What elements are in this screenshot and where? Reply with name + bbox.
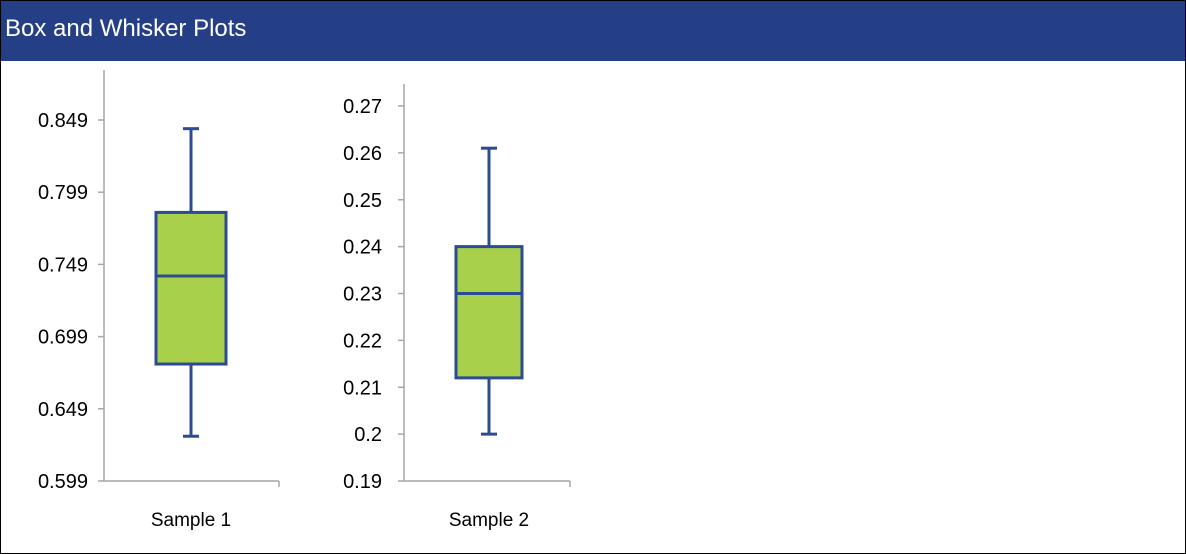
- y-tick-label: 0.27: [343, 96, 382, 118]
- y-tick-label: 0.25: [343, 190, 382, 212]
- y-tick-label: 0.699: [38, 327, 88, 349]
- y-tick-label: 0.23: [343, 284, 382, 306]
- y-tick-label: 0.22: [343, 330, 382, 352]
- header-bar: Box and Whisker Plots: [1, 1, 1185, 61]
- y-tick-label: 0.24: [343, 237, 382, 259]
- y-tick-label: 0.2: [354, 424, 382, 446]
- box-iqr: [454, 245, 524, 380]
- category-label: Sample 2: [449, 510, 529, 531]
- y-tick-label: 0.799: [38, 182, 88, 204]
- box-iqr: [154, 210, 228, 366]
- y-tick-label: 0.849: [38, 110, 88, 132]
- category-label: Sample 1: [151, 510, 231, 531]
- y-tick-label: 0.599: [38, 471, 88, 493]
- y-tick-label: 0.19: [343, 471, 382, 493]
- y-tick-label: 0.749: [38, 254, 88, 276]
- y-tick-label: 0.649: [38, 399, 88, 421]
- y-tick-label: 0.26: [343, 143, 382, 165]
- y-tick-label: 0.21: [343, 377, 382, 399]
- page-title: Box and Whisker Plots: [5, 15, 247, 42]
